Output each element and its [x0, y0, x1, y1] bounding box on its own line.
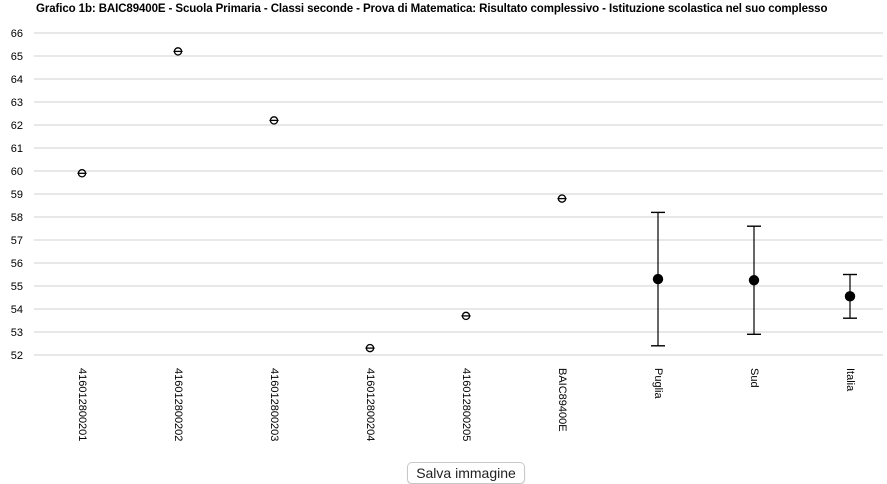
- y-tick-label: 58: [11, 212, 23, 224]
- x-tick-label: 416012800205: [460, 368, 472, 441]
- x-tick-label: Puglia: [652, 368, 664, 399]
- y-tick-label: 55: [11, 281, 23, 293]
- y-tick-label: 63: [11, 97, 23, 109]
- grid-layer: [34, 33, 883, 355]
- y-tick-label: 53: [11, 327, 23, 339]
- y-tick-label: 56: [11, 258, 23, 270]
- x-tick-label: Italia: [844, 368, 856, 392]
- x-tick-label: 416012800202: [172, 368, 184, 441]
- y-tick-label: 66: [11, 28, 23, 40]
- y-tick-label: 64: [11, 74, 23, 86]
- data-point: [749, 275, 759, 285]
- y-tick-label: 61: [11, 143, 23, 155]
- x-tick-label: 416012800204: [364, 368, 376, 441]
- y-tick-label: 52: [11, 350, 23, 362]
- y-tick-label: 59: [11, 189, 23, 201]
- x-tick-label: 416012800203: [268, 368, 280, 441]
- y-axis: 52 53 54 55 56 57 58 59 60 61 62 63 64 65 66: [11, 28, 23, 362]
- data-point: [845, 291, 855, 301]
- save-image-button[interactable]: Salva immagine: [407, 462, 525, 484]
- y-tick-label: 62: [11, 120, 23, 132]
- x-tick-label: BAIC89400E: [556, 368, 568, 432]
- chart-plot: 52 53 54 55 56 57 58 59 60 61 62 63 64 65 66 416012800…: [0, 0, 887, 460]
- x-axis: 416012800201 416012800202 416012800203 4160…: [76, 368, 856, 441]
- y-tick-label: 60: [11, 166, 23, 178]
- y-tick-label: 54: [11, 304, 23, 316]
- y-tick-label: 65: [11, 51, 23, 63]
- x-tick-label: Sud: [748, 368, 760, 388]
- y-tick-label: 57: [11, 235, 23, 247]
- x-tick-label: 416012800201: [76, 368, 88, 441]
- data-points: [77, 48, 855, 352]
- data-point: [653, 274, 663, 284]
